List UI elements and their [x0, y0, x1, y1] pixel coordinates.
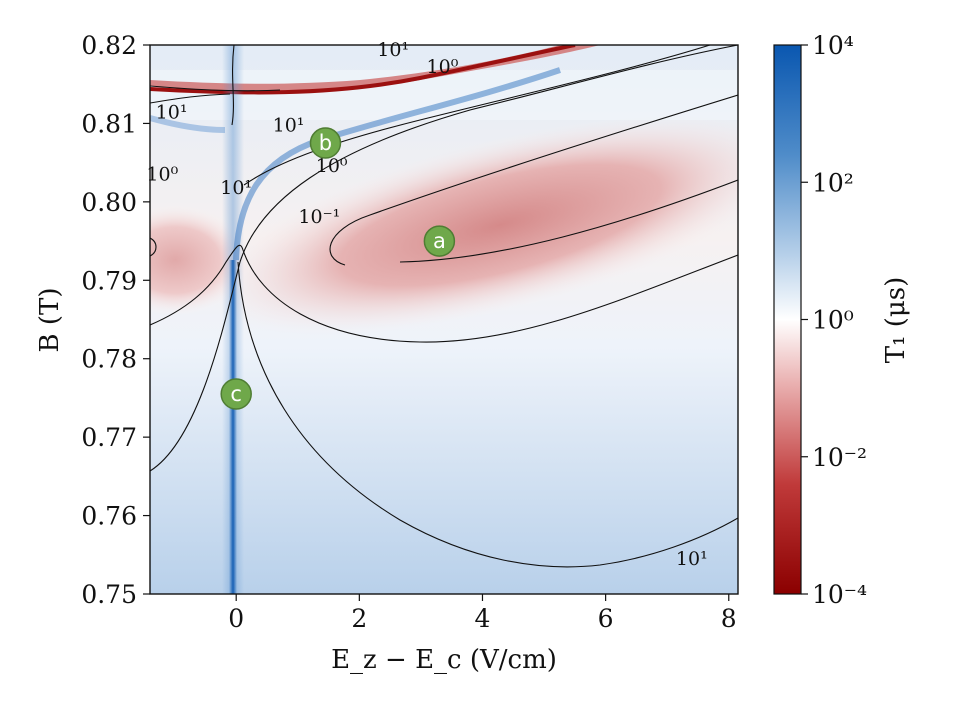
y-tick-label: 0.79 — [81, 266, 137, 295]
y-tick-label: 0.81 — [81, 109, 137, 138]
contour-line — [243, 45, 711, 186]
marker-circle — [220, 378, 252, 410]
contour-line — [399, 179, 738, 263]
colorbar-tick-label: 10² — [812, 168, 854, 197]
left-blue-band — [150, 115, 226, 133]
vertical-blue-band — [229, 260, 237, 594]
contour-line — [150, 85, 281, 92]
plot-area — [150, 45, 738, 594]
colorbar-tick-label: 10⁻² — [812, 443, 867, 472]
contour-label: 10¹ — [676, 548, 708, 570]
colorbar-gradient — [774, 45, 801, 594]
x-axis-label: E_z − E_c (V/cm) — [331, 645, 557, 675]
x-tick-label: 8 — [721, 604, 737, 633]
contour-line — [150, 237, 157, 257]
y-axis-label: B (T) — [35, 288, 65, 353]
contour-label: 10¹ — [273, 114, 305, 136]
contour-line — [150, 45, 738, 472]
marker-label: a — [433, 229, 446, 253]
contour-line — [150, 93, 231, 104]
x-tick-label: 4 — [475, 604, 491, 633]
contour-label: 10⁰ — [427, 56, 459, 78]
contour-label: 10¹ — [377, 39, 409, 61]
y-axis: 0.75 0.76 0.77 0.78 0.79 0.80 0.81 0.82 — [81, 31, 150, 609]
contour-label: 10⁰ — [316, 155, 348, 177]
contour-label: 10⁻¹ — [298, 206, 340, 228]
plot-frame — [149, 44, 739, 595]
colorbar-tick-label: 10⁴ — [812, 31, 854, 60]
contour-lines — [150, 45, 738, 568]
contour-label: 10⁰ — [146, 164, 178, 186]
x-tick-label: 6 — [598, 604, 614, 633]
contour-line — [150, 244, 738, 343]
marker-circle — [423, 225, 456, 257]
y-tick-label: 0.76 — [81, 502, 137, 531]
red-lobe-main — [208, 115, 738, 335]
y-tick-label: 0.78 — [81, 345, 137, 374]
contour-line — [237, 261, 738, 568]
x-tick-label: 2 — [351, 604, 367, 633]
marker-c: c — [220, 378, 252, 410]
contour-labels: 10¹ 10⁻¹ 10⁰ 10¹ 10⁰ 10¹ 10¹ 10⁰ 10¹ — [146, 39, 707, 570]
marker-circle — [309, 127, 342, 159]
x-tick-label: 0 — [228, 604, 244, 633]
marker-label: b — [319, 131, 332, 155]
contour-label: 10¹ — [156, 102, 188, 124]
marker-a: a — [423, 225, 456, 257]
y-tick-label: 0.82 — [81, 31, 137, 60]
colorbar-tick-label: 10⁰ — [812, 306, 854, 335]
marker-b: b — [309, 127, 342, 159]
x-axis: 0 2 4 6 8 — [228, 594, 737, 633]
marker-label: c — [230, 382, 242, 406]
contour-label: 10¹ — [220, 177, 252, 199]
colorbar-ticks: 10⁻⁴ 10⁻² 10⁰ 10² 10⁴ — [801, 31, 867, 609]
y-tick-label: 0.75 — [81, 580, 137, 609]
y-tick-label: 0.80 — [81, 188, 137, 217]
contour-line — [231, 45, 235, 126]
y-tick-label: 0.77 — [81, 423, 137, 452]
upper-light-band — [150, 70, 738, 120]
colorbar-tick-label: 10⁻⁴ — [812, 580, 867, 609]
colorbar-label: T₁ (μs) — [881, 277, 911, 364]
contour-line — [329, 94, 738, 266]
point-markers: a b c — [220, 127, 456, 410]
colorbar: 10⁻⁴ 10⁻² 10⁰ 10² 10⁴ T₁ (μs) — [773, 31, 911, 609]
